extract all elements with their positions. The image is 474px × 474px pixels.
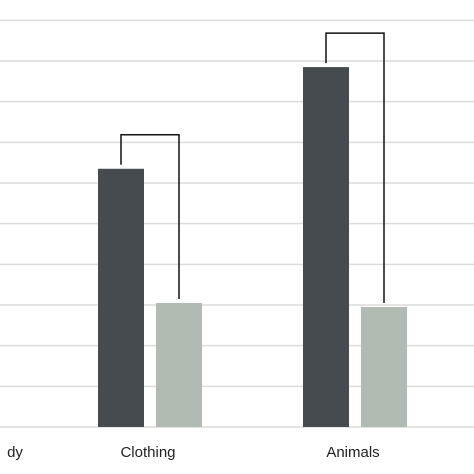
x-tick-labels: dy Clothing Animals xyxy=(7,444,380,461)
bars xyxy=(98,67,407,427)
significance-bracket-animals xyxy=(325,32,385,304)
bar-clothing-series-1 xyxy=(98,168,144,427)
x-tick-label-animals: Animals xyxy=(326,444,379,461)
x-tick-label-dy: dy xyxy=(7,444,23,461)
significance-bracket-clothing xyxy=(120,134,180,299)
gridlines xyxy=(0,19,474,428)
x-tick-label-clothing: Clothing xyxy=(120,444,175,461)
bar-clothing-series-2 xyxy=(156,302,202,427)
significance-brackets xyxy=(120,32,385,304)
bar-animals-series-1 xyxy=(303,67,349,427)
bar-animals-series-2 xyxy=(361,307,407,427)
